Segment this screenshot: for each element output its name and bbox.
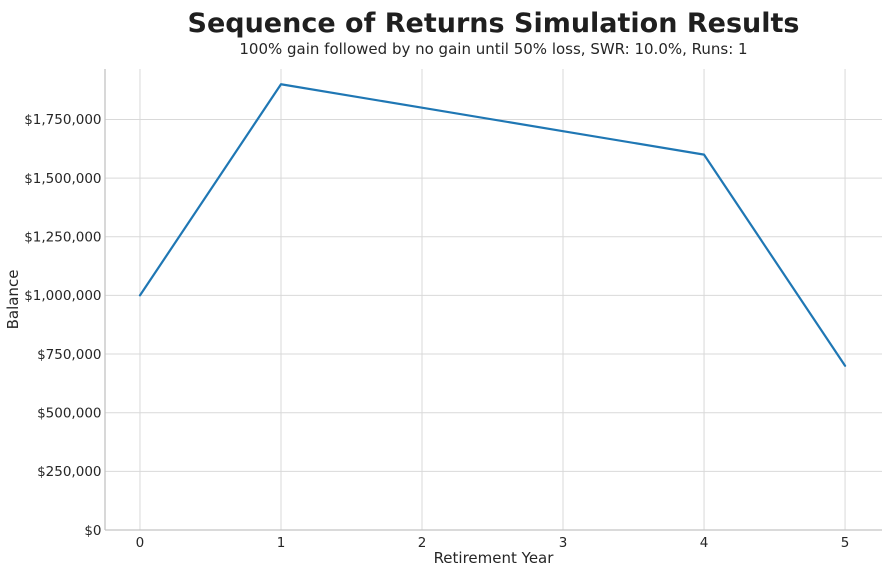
x-tick-label: 2 bbox=[418, 535, 427, 551]
y-tick-label: $1,750,000 bbox=[24, 112, 101, 128]
chart-subtitle: 100% gain followed by no gain until 50% … bbox=[239, 40, 747, 58]
x-tick-label: 0 bbox=[136, 535, 145, 551]
y-tick-label: $1,000,000 bbox=[24, 288, 101, 304]
y-axis-label: Balance bbox=[4, 270, 22, 330]
y-tick-label: $750,000 bbox=[37, 347, 101, 363]
y-tick-label: $500,000 bbox=[37, 405, 101, 421]
chart-layer: $0 $250,000 $500,000 $750,000 $1,000,000 $1,2… bbox=[24, 69, 882, 551]
y-tick-label: $0 bbox=[84, 523, 101, 539]
x-tick-label: 4 bbox=[700, 535, 709, 551]
x-tick-label: 3 bbox=[559, 535, 568, 551]
y-tick-label: $250,000 bbox=[37, 464, 101, 480]
series-line bbox=[138, 83, 847, 367]
y-tick-label: $1,250,000 bbox=[24, 230, 101, 246]
x-tick-label: 5 bbox=[841, 535, 850, 551]
y-tick-label: $1,500,000 bbox=[24, 171, 101, 187]
x-tick-label: 1 bbox=[277, 535, 286, 551]
chart-title: Sequence of Returns Simulation Results bbox=[188, 8, 800, 39]
x-axis-label: Retirement Year bbox=[434, 549, 555, 567]
